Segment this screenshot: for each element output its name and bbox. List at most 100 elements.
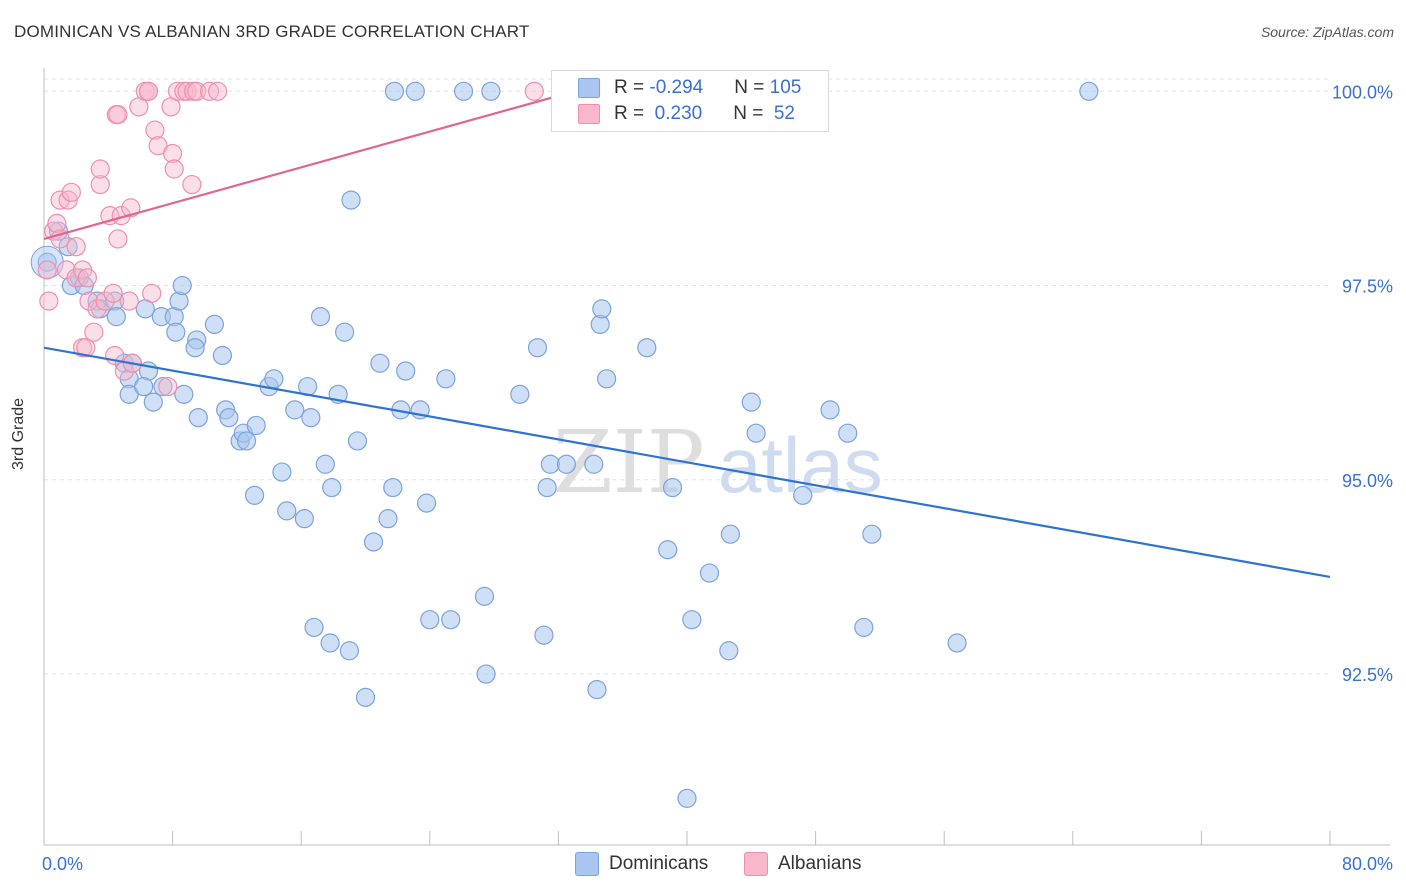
albanians-trend-line — [43, 90, 575, 240]
dominicans-point — [540, 454, 560, 474]
albanians-point — [158, 376, 178, 397]
stats-legend: R = -0.294 N = 105 R = 0.230 N = 52 — [551, 70, 829, 132]
dominicans-point — [169, 291, 189, 311]
dominicans-point — [185, 338, 205, 358]
dominicans-point — [219, 408, 239, 428]
dominicans-point — [793, 485, 813, 505]
dominicans-point — [294, 509, 315, 529]
dominicans-point — [556, 454, 577, 474]
dominicans-point — [378, 509, 398, 529]
dominicans-point — [527, 338, 548, 358]
watermark-zip: ZIP — [553, 413, 705, 513]
dominicans-point — [453, 81, 474, 101]
dominicans-trend-line — [43, 346, 1331, 579]
legend-r-label: R = — [614, 77, 650, 98]
y-tick-label: 95.0% — [1342, 471, 1393, 491]
dominicans-point — [383, 477, 403, 498]
dominicans-point — [416, 493, 437, 513]
albanians-point — [138, 81, 159, 101]
gridlines — [44, 78, 1330, 675]
trend-lines — [43, 90, 1331, 579]
bottom-legend-dominicans: Dominicans — [575, 852, 708, 876]
albanians-point — [84, 322, 104, 342]
albanians-point — [39, 291, 59, 311]
albanians-point — [56, 260, 77, 280]
dominicans-point — [384, 81, 405, 101]
dominicans-point — [304, 617, 324, 638]
dominicans-point — [592, 299, 612, 319]
dominicans-point — [838, 423, 858, 443]
dominicans-point — [143, 392, 163, 412]
albanians-point — [77, 268, 98, 288]
albanians-point — [177, 81, 197, 101]
albanians-point — [119, 291, 139, 311]
dominicans-point — [244, 485, 265, 505]
legend-r-value: -0.294 — [649, 77, 704, 98]
dominicans-point — [272, 462, 292, 482]
dominicans-point — [236, 431, 257, 451]
dominicans-point — [370, 353, 390, 373]
legend-row-dominicans: R = -0.294 N = 105 — [552, 76, 801, 100]
dominicans-point — [134, 376, 154, 397]
dominicans-point — [741, 392, 761, 412]
dominicans-point — [481, 81, 501, 101]
albanians-point — [108, 105, 128, 125]
legend-r-label: R = — [614, 103, 650, 124]
albanians-point — [163, 143, 183, 164]
bottom-swatch-albanians — [744, 852, 768, 876]
dominicans-point — [106, 307, 126, 327]
dominicans-point — [188, 408, 208, 428]
dominicans-point — [662, 477, 683, 498]
dominicans-point — [436, 369, 456, 389]
dominicans-point — [322, 477, 342, 498]
x-tick-label: 0.0% — [42, 854, 83, 874]
dominicans-point — [699, 563, 720, 583]
dominicans-point — [301, 408, 321, 428]
dominicans-point — [37, 252, 57, 272]
albanians-point — [142, 283, 162, 303]
dominicans-point — [246, 415, 266, 436]
albanians-point — [79, 291, 99, 311]
albanians-point — [50, 190, 70, 210]
albanians-point — [90, 159, 110, 179]
dominicans-point — [474, 586, 495, 606]
dominicans-point — [584, 454, 604, 474]
dominicans-point — [682, 610, 702, 630]
dominicans-point — [153, 376, 173, 397]
dominicans-point — [320, 633, 340, 653]
y-tick-label: 100.0% — [1332, 82, 1393, 102]
dominicans-point — [277, 501, 297, 521]
legend-row-albanians: R = 0.230 N = 52 — [552, 102, 795, 126]
dominicans-point — [166, 322, 186, 342]
dominicans-point — [820, 400, 840, 420]
dominicans-point — [174, 384, 194, 404]
dominicans-point — [58, 237, 78, 257]
dominicans-point — [534, 625, 554, 645]
source-label: Source: ZipAtlas.com — [1260, 24, 1394, 40]
albanians-point — [47, 213, 67, 233]
dominicans-point — [285, 400, 305, 420]
albanians-point — [145, 120, 165, 140]
dominicans-point — [420, 610, 440, 630]
dominicans-point — [310, 307, 331, 327]
bottom-label-albanians: Albanians — [778, 853, 862, 874]
bottom-swatch-dominicans — [575, 852, 599, 876]
dominicans-point — [637, 338, 657, 358]
legend-r-value: 0.230 — [649, 103, 703, 124]
albanians-point — [108, 229, 128, 249]
albanians-point — [167, 81, 188, 101]
y-tick-label: 97.5% — [1342, 277, 1393, 297]
albanians-point — [37, 260, 57, 280]
albanians-point — [50, 229, 70, 249]
albanians-point — [95, 291, 115, 311]
dominicans-point — [587, 679, 607, 700]
dominicans-point — [537, 477, 557, 498]
dominicans-point — [677, 788, 697, 808]
dominicans-point — [335, 322, 355, 342]
dominicans-point — [339, 641, 360, 661]
dominicans-point — [597, 369, 617, 389]
dominicans-point — [347, 431, 368, 451]
legend-n-label: N = — [734, 77, 770, 98]
albanians-point — [58, 190, 78, 210]
albanians-point — [199, 81, 220, 101]
